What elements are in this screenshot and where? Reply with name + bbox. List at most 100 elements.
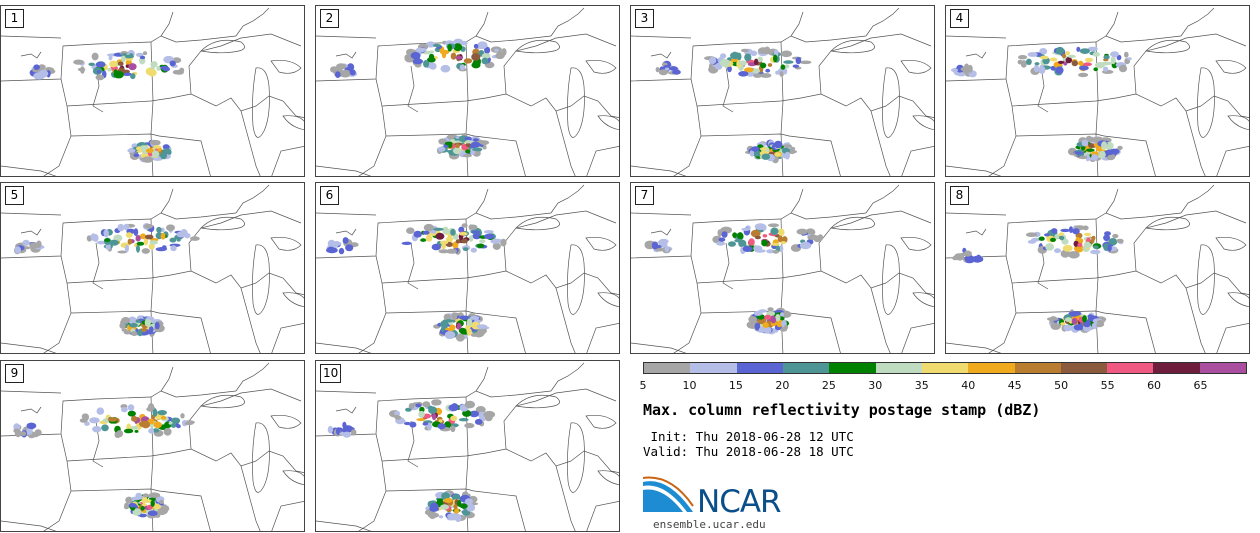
colorbar-tick: 20: [775, 379, 790, 392]
reflectivity-cell: [465, 140, 473, 144]
reflectivity-cell: [1060, 228, 1071, 233]
lake-outline: [515, 39, 560, 54]
state-boundary: [1216, 146, 1249, 176]
reflectivity-cell: [445, 319, 454, 323]
member-number-label: 7: [635, 186, 654, 205]
state-boundary: [673, 78, 702, 176]
lake-outline: [1215, 59, 1247, 74]
reflectivity-cell: [957, 72, 966, 77]
reflectivity-map: [631, 184, 934, 353]
state-boundary: [335, 228, 357, 236]
reflectivity-cell: [98, 410, 104, 414]
state-boundary: [965, 228, 987, 236]
reflectivity-cell: [807, 234, 819, 240]
reflectivity-cell: [437, 423, 446, 430]
state-boundary: [485, 93, 572, 112]
valid-time: Valid: Thu 2018-06-28 18 UTC: [643, 444, 854, 459]
lake-outline: [200, 394, 245, 409]
state-boundary: [66, 452, 172, 462]
reflectivity-cell: [471, 230, 481, 234]
reflectivity-cell: [136, 241, 145, 246]
state-boundary: [170, 270, 257, 289]
reflectivity-cell: [441, 243, 446, 250]
state-boundary: [66, 274, 172, 284]
reflectivity-cell: [166, 224, 175, 231]
colorbar-segment: [782, 363, 830, 373]
state-boundary: [1185, 110, 1206, 176]
reflectivity-cell: [153, 145, 162, 149]
reflectivity-cell: [955, 254, 965, 261]
reflectivity-cell: [772, 249, 779, 254]
init-time: Init: Thu 2018-06-28 12 UTC: [643, 429, 854, 444]
reflectivity-cell: [1074, 151, 1084, 155]
reflectivity-cell: [1104, 149, 1115, 155]
reflectivity-cell: [121, 328, 128, 332]
reflectivity-cell: [1079, 65, 1089, 71]
reflectivity-cell: [450, 52, 457, 60]
state-boundary: [255, 272, 304, 295]
state-boundary: [722, 242, 734, 290]
reflectivity-cell: [420, 238, 427, 242]
reflectivity-cell: [462, 509, 471, 516]
reflectivity-cell: [481, 53, 491, 59]
reflectivity-cell: [716, 241, 726, 246]
reflectivity-cell: [963, 250, 972, 257]
reflectivity-cell: [784, 64, 790, 69]
lake-outline: [567, 67, 585, 138]
reflectivity-cell: [169, 60, 176, 67]
colorbar-tick: 50: [1054, 379, 1069, 392]
lake-outline: [585, 59, 617, 74]
state-boundary: [158, 135, 211, 176]
reflectivity-cell: [122, 72, 133, 77]
reflectivity-cell: [157, 410, 167, 416]
reflectivity-cell: [1027, 52, 1038, 57]
reflectivity-cell: [738, 71, 749, 77]
reflectivity-cell: [500, 238, 507, 247]
colorbar-segment: [1014, 363, 1061, 373]
reflectivity-cell: [406, 227, 415, 234]
reflectivity-cell: [456, 323, 462, 330]
reflectivity-cell: [452, 494, 461, 501]
reflectivity-cell: [432, 43, 442, 48]
state-boundary: [20, 228, 42, 236]
colorbar-segment: [921, 363, 969, 373]
reflectivity-cell: [455, 56, 464, 60]
state-boundary: [66, 97, 172, 107]
reflectivity-cell: [133, 153, 140, 158]
state-boundary: [160, 11, 174, 37]
reflectivity-cell: [121, 407, 128, 413]
reflectivity-cell: [478, 328, 485, 335]
reflectivity-cell: [655, 247, 664, 252]
state-boundary: [1115, 270, 1202, 289]
reflectivity-cell: [410, 52, 421, 60]
lake-outline: [270, 59, 302, 74]
reflectivity-cell: [140, 145, 146, 151]
reflectivity-cell: [170, 245, 177, 252]
reflectivity-cell: [440, 504, 450, 510]
reflectivity-cell: [1059, 235, 1065, 241]
reflectivity-cell: [1124, 51, 1129, 58]
reflectivity-cell: [140, 506, 145, 511]
reflectivity-cell: [135, 319, 141, 323]
reflectivity-cell: [773, 54, 778, 63]
reflectivity-cell: [761, 239, 768, 247]
colorbar-segment: [736, 363, 783, 373]
reflectivity-cell: [732, 232, 737, 238]
reflectivity-cell: [144, 234, 154, 240]
reflectivity-cell: [1103, 234, 1111, 242]
reflectivity-cell: [1110, 51, 1119, 58]
state-boundary: [1011, 97, 1117, 107]
reflectivity-cell: [1020, 60, 1027, 68]
state-boundary: [700, 133, 790, 137]
reflectivity-cell: [1101, 141, 1108, 150]
state-boundary: [160, 188, 174, 214]
reflectivity-cell: [464, 498, 473, 505]
colorbar-segment: [968, 363, 1015, 373]
reflectivity-cell: [131, 496, 141, 501]
reflectivity-cell: [335, 71, 341, 78]
reflectivity-cell: [783, 60, 794, 64]
reflectivity-cell: [669, 66, 678, 71]
reflectivity-cell: [121, 317, 131, 324]
reflectivity-cell: [136, 244, 140, 253]
reflectivity-cell: [425, 234, 433, 242]
